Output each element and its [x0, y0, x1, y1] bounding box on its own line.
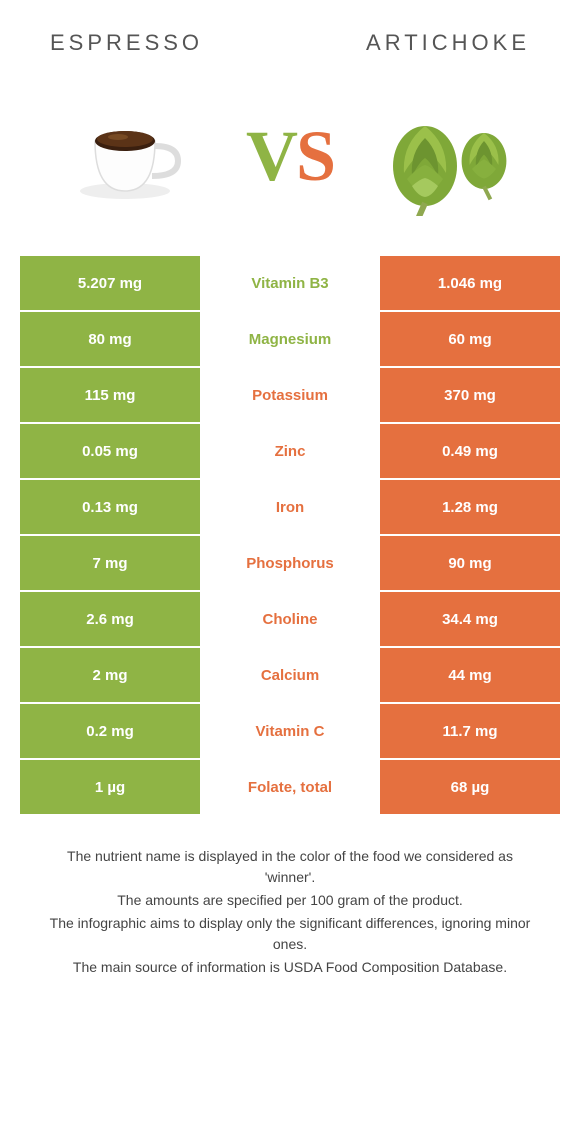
table-row: 0.05 mgZinc0.49 mg [20, 424, 560, 480]
table-row: 0.2 mgVitamin C11.7 mg [20, 704, 560, 760]
nutrient-name: Calcium [200, 648, 380, 702]
nutrient-name: Zinc [200, 424, 380, 478]
right-value: 11.7 mg [380, 704, 560, 758]
left-value: 80 mg [20, 312, 200, 366]
right-value: 0.49 mg [380, 424, 560, 478]
nutrient-name: Phosphorus [200, 536, 380, 590]
left-value: 7 mg [20, 536, 200, 590]
footnote-line: The infographic aims to display only the… [40, 913, 540, 955]
table-row: 115 mgPotassium370 mg [20, 368, 560, 424]
left-value: 2 mg [20, 648, 200, 702]
nutrient-table: 5.207 mgVitamin B31.046 mg80 mgMagnesium… [20, 256, 560, 816]
left-value: 1 µg [20, 760, 200, 814]
artichoke-image [380, 86, 520, 226]
espresso-image [60, 86, 200, 226]
left-value: 5.207 mg [20, 256, 200, 310]
right-value: 1.28 mg [380, 480, 560, 534]
table-row: 5.207 mgVitamin B31.046 mg [20, 256, 560, 312]
title-left: Espresso [50, 30, 203, 56]
left-value: 0.05 mg [20, 424, 200, 478]
vs-row: VS [20, 76, 560, 256]
left-value: 115 mg [20, 368, 200, 422]
nutrient-name: Folate, total [200, 760, 380, 814]
left-value: 0.2 mg [20, 704, 200, 758]
table-row: 2.6 mgCholine34.4 mg [20, 592, 560, 648]
table-row: 7 mgPhosphorus90 mg [20, 536, 560, 592]
nutrient-name: Choline [200, 592, 380, 646]
nutrient-name: Potassium [200, 368, 380, 422]
left-value: 0.13 mg [20, 480, 200, 534]
vs-s: S [296, 116, 334, 196]
nutrient-name: Iron [200, 480, 380, 534]
vs-label: VS [246, 115, 334, 198]
nutrient-name: Vitamin B3 [200, 256, 380, 310]
right-value: 370 mg [380, 368, 560, 422]
vs-v: V [246, 116, 296, 196]
right-value: 1.046 mg [380, 256, 560, 310]
right-value: 44 mg [380, 648, 560, 702]
header: Espresso Artichoke [20, 20, 560, 76]
right-value: 90 mg [380, 536, 560, 590]
right-value: 60 mg [380, 312, 560, 366]
table-row: 80 mgMagnesium60 mg [20, 312, 560, 368]
footnote-line: The nutrient name is displayed in the co… [40, 846, 540, 888]
table-row: 1 µgFolate, total68 µg [20, 760, 560, 816]
footnote-line: The main source of information is USDA F… [40, 957, 540, 978]
footnote-line: The amounts are specified per 100 gram o… [40, 890, 540, 911]
table-row: 2 mgCalcium44 mg [20, 648, 560, 704]
footnotes: The nutrient name is displayed in the co… [20, 846, 560, 978]
nutrient-name: Magnesium [200, 312, 380, 366]
table-row: 0.13 mgIron1.28 mg [20, 480, 560, 536]
right-value: 34.4 mg [380, 592, 560, 646]
left-value: 2.6 mg [20, 592, 200, 646]
nutrient-name: Vitamin C [200, 704, 380, 758]
right-value: 68 µg [380, 760, 560, 814]
title-right: Artichoke [366, 30, 530, 56]
